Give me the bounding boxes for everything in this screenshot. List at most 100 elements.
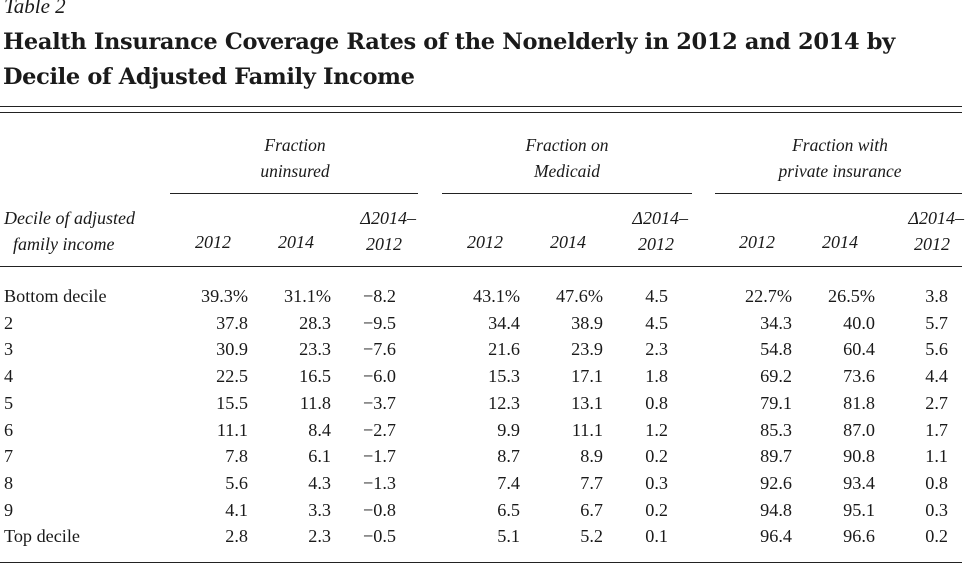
table-cell: 0.2 [925,526,948,547]
delta-line: Δ2014– [632,208,688,228]
group-underline-uninsured [170,193,418,194]
table-cell: 23.9 [571,339,603,360]
table-cell: 1.2 [645,419,668,440]
col-header-delta: Δ2014– 2012 [326,205,416,257]
table-cell: 6.5 [497,499,520,520]
col-header-delta: Δ2014– 2012 [874,205,964,257]
row-header-line: Decile of adjusted [4,208,135,228]
table-cell: 8.4 [308,419,331,440]
table-cell: 13.1 [571,392,603,413]
table-cell: 7.8 [225,446,248,467]
group-header-line: private insurance [778,161,902,181]
table-cell: 11.8 [299,392,331,413]
row-label: Bottom decile [4,286,107,306]
bottom-rule [0,562,962,563]
table-cell: 5.1 [497,526,520,547]
table-row: 3 30.9 23.3 −7.6 21.6 23.9 2.3 54.8 60.4 5.6 [0,336,974,363]
row-label: 5 [4,392,14,413]
table-cell: −1.3 [363,472,396,493]
table-cell: 2.7 [925,392,948,413]
table-cell: 4.1 [225,499,248,520]
table-cell: 85.3 [760,419,792,440]
delta-line: Δ2014– [360,208,416,228]
table-cell: 0.3 [925,499,948,520]
table-cell: 0.3 [645,472,668,493]
table-cell: 96.4 [760,526,792,547]
col-header-delta: Δ2014– 2012 [598,205,688,257]
table-cell: 6.7 [580,499,603,520]
header-rule [0,266,962,267]
table-row: 5 15.5 11.8 −3.7 12.3 13.1 0.8 79.1 81.8 2.7 [0,390,974,417]
table-cell: 5.6 [925,339,948,360]
top-rule-inner [0,112,962,113]
table-cell: 12.3 [488,392,520,413]
table-cell: 54.8 [760,339,792,360]
table-cell: 4.3 [308,472,331,493]
table-cell: 3.3 [308,499,331,520]
row-label: 4 [4,366,14,387]
table-cell: 69.2 [760,366,792,387]
row-label: 8 [4,472,14,493]
table-label: Table 2 [4,0,66,18]
table-cell: 28.3 [299,312,331,333]
table-cell: 1.1 [925,446,948,467]
table-title: Health Insurance Coverage Rates of the N… [3,29,895,90]
row-label: 2 [4,312,14,333]
table-cell: 39.3% [201,286,248,306]
table-cell: −7.6 [363,339,396,360]
col-header-2012: 2012 [467,232,503,252]
group-header-line: Fraction with [792,135,888,155]
table-cell: 73.6 [843,366,875,387]
table-cell: 5.6 [225,472,248,493]
table-cell: 96.6 [843,526,875,547]
table-cell: 0.2 [645,499,668,520]
table-cell: 81.8 [843,392,875,413]
table-cell: 22.5 [216,366,248,387]
table-row: 2 37.8 28.3 −9.5 34.4 38.9 4.5 34.3 40.0 5.7 [0,310,974,337]
table-row: 9 4.1 3.3 −0.8 6.5 6.7 0.2 94.8 95.1 0.3 [0,497,974,524]
table-cell: 4.5 [645,286,668,306]
table-cell: 0.1 [645,526,668,547]
table-cell: 7.7 [580,472,603,493]
table-cell: 8.9 [580,446,603,467]
table-cell: 15.5 [216,392,248,413]
table-row: Top decile 2.8 2.3 −0.5 5.1 5.2 0.1 96.4 96.6 0.2 [0,523,974,550]
table-cell: 7.4 [497,472,520,493]
table-cell: 60.4 [843,339,875,360]
table-row: 4 22.5 16.5 −6.0 15.3 17.1 1.8 69.2 73.6 4.4 [0,363,974,390]
table-cell: 47.6% [556,286,603,306]
table-cell: 9.9 [497,419,520,440]
table-cell: −0.5 [363,526,396,547]
row-label: 7 [4,446,14,467]
table-cell: 21.6 [488,339,520,360]
table-cell: 11.1 [571,419,603,440]
group-header-medicaid: Fraction on Medicaid [442,132,692,184]
group-underline-private [715,193,962,194]
table-cell: 43.1% [473,286,520,306]
table-cell: 95.1 [843,499,875,520]
table-cell: 89.7 [760,446,792,467]
table-cell: 11.1 [216,419,248,440]
table-cell: 26.5% [828,286,875,306]
table-cell: 23.3 [299,339,331,360]
table-cell: −0.8 [363,499,396,520]
table-cell: 0.8 [925,472,948,493]
table-cell: 34.3 [760,312,792,333]
table-cell: 5.2 [580,526,603,547]
table-row: 6 11.1 8.4 −2.7 9.9 11.1 1.2 85.3 87.0 1.7 [0,417,974,444]
table-cell: −2.7 [363,419,396,440]
table-cell: −1.7 [363,446,396,467]
table-cell: 3.8 [925,286,948,306]
table-cell: 31.1% [284,286,331,306]
delta-line: 2012 [366,234,402,254]
delta-line: 2012 [638,234,674,254]
table-cell: 87.0 [843,419,875,440]
table-cell: 17.1 [571,366,603,387]
group-underline-medicaid [442,193,692,194]
table-cell: 5.7 [925,312,948,333]
table-cell: 90.8 [843,446,875,467]
col-header-2014: 2014 [822,232,858,252]
row-label: 9 [4,499,14,520]
table-cell: −8.2 [363,286,396,306]
table-cell: 92.6 [760,472,792,493]
